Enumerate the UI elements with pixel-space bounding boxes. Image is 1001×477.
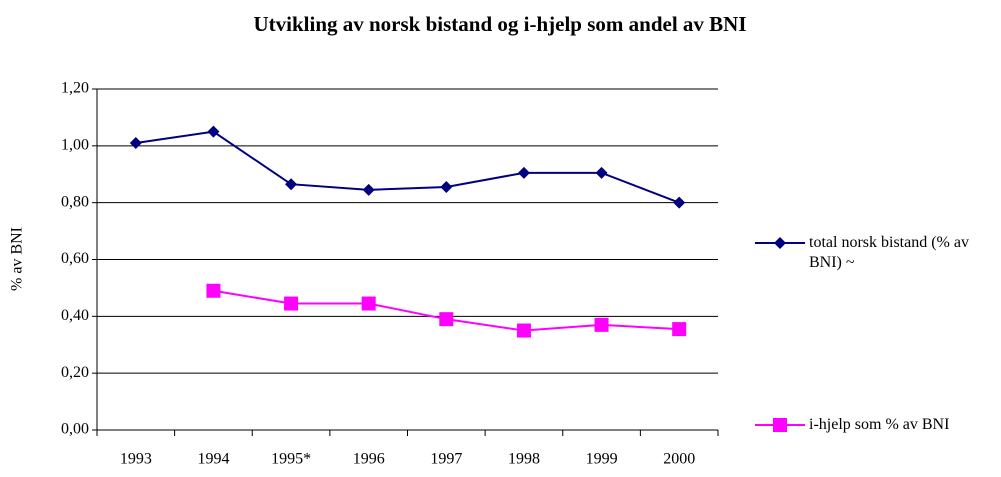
y-tick-label: 1,20 [61, 80, 89, 97]
y-tick-label: 0,20 [61, 364, 89, 381]
data-point [206, 283, 221, 298]
series-line [135, 130, 680, 204]
data-point [673, 196, 686, 209]
legend-swatch-marker [774, 237, 786, 249]
data-point [362, 183, 375, 196]
x-tick-label: 1998 [508, 451, 540, 468]
y-tick-label: 0,00 [61, 421, 89, 438]
data-point [129, 136, 142, 149]
y-tick-label: 1,00 [61, 137, 89, 154]
data-point [284, 296, 299, 311]
data-point [594, 317, 609, 332]
x-tick-label: 1997 [430, 451, 462, 468]
data-point [285, 178, 298, 191]
legend-label: total norsk bistand (% av BNI) ~ [809, 234, 969, 271]
data-point [595, 166, 608, 179]
data-point [672, 322, 687, 337]
x-tick-label: 2000 [663, 451, 695, 468]
x-tick-label: 1996 [353, 451, 385, 468]
data-point [517, 166, 530, 179]
data-point [207, 125, 220, 138]
data-point [516, 323, 531, 338]
y-tick-label: 0,60 [61, 250, 89, 267]
x-tick-label: 1999 [586, 451, 618, 468]
data-point [361, 296, 376, 311]
legend-swatch-marker [773, 418, 787, 432]
y-axis-label: % av BNI [9, 227, 26, 291]
legend-label: i-hjelp som % av BNI [809, 416, 950, 433]
x-tick-label: 1994 [197, 451, 229, 468]
y-tick-label: 0,80 [61, 193, 89, 210]
x-tick-label: 1995* [271, 451, 311, 468]
x-tick-label: 1993 [120, 451, 152, 468]
data-point [440, 181, 453, 194]
chart-title: Utvikling av norsk bistand og i-hjelp so… [253, 12, 746, 36]
y-tick-label: 0,40 [61, 307, 89, 324]
data-point [439, 312, 454, 327]
